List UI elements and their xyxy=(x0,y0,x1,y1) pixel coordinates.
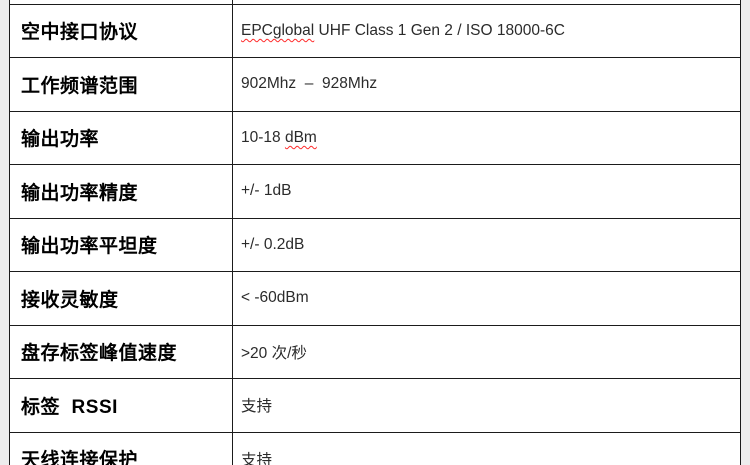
row-label: 输出功率 xyxy=(9,110,233,165)
clipped-cell xyxy=(232,0,741,5)
row-value: +/- 0.2dB xyxy=(232,217,741,272)
value-text: UHF Class 1 Gen 2 / ISO 18000-6C xyxy=(314,21,565,39)
table-row: 输出功率精度 +/- 1dB xyxy=(9,164,741,219)
row-value: 902Mhz – 928Mhz xyxy=(232,57,741,112)
table-row: 接收灵敏度 < -60dBm xyxy=(9,271,741,326)
value-text: +/- 0.2dB xyxy=(241,235,305,253)
value-text: 支持 xyxy=(241,451,273,465)
row-label: 空中接口协议 xyxy=(9,3,233,58)
table-row: 标签 RSSI 支持 xyxy=(9,378,741,433)
value-text: +/- 1dB xyxy=(241,182,292,200)
row-label: 输出功率平坦度 xyxy=(9,217,233,272)
row-label: 工作频谱范围 xyxy=(9,57,233,112)
table-row: 空中接口协议 EPCglobal UHF Class 1 Gen 2 / ISO … xyxy=(9,3,741,58)
row-value: 支持 xyxy=(232,431,741,465)
row-label: 标签 RSSI xyxy=(9,378,233,433)
row-label: 输出功率精度 xyxy=(9,164,233,219)
row-value: >20 次/秒 xyxy=(232,324,741,379)
value-text: 支持 xyxy=(241,398,273,416)
row-label: 接收灵敏度 xyxy=(9,271,233,326)
row-value: EPCglobal UHF Class 1 Gen 2 / ISO 18000-… xyxy=(232,3,741,58)
table-row: 输出功率平坦度 +/- 0.2dB xyxy=(9,217,741,272)
value-text: 902Mhz – 928Mhz xyxy=(241,75,378,93)
value-text: < -60dBm xyxy=(241,289,309,307)
value-text: >20 次/秒 xyxy=(241,344,307,362)
table-row: 盘存标签峰值速度 >20 次/秒 xyxy=(9,324,741,379)
row-value: 10-18 dBm xyxy=(232,110,741,165)
value-text: 10-18 xyxy=(241,128,285,146)
table-row: 输出功率 10-18 dBm xyxy=(9,110,741,165)
spec-table: 空中接口协议 EPCglobal UHF Class 1 Gen 2 / ISO … xyxy=(9,0,741,465)
row-value: 支持 xyxy=(232,378,741,433)
table-row: 天线连接保护 支持 xyxy=(9,431,741,465)
misspelled-text: dBm xyxy=(284,128,317,146)
misspelled-text: EPCglobal xyxy=(241,21,315,39)
row-label: 盘存标签峰值速度 xyxy=(9,324,233,379)
row-label: 天线连接保护 xyxy=(9,431,233,465)
clipped-previous-row xyxy=(9,0,741,5)
spec-table-body: 空中接口协议 EPCglobal UHF Class 1 Gen 2 / ISO … xyxy=(9,0,741,465)
row-value: +/- 1dB xyxy=(232,164,741,219)
table-row: 工作频谱范围 902Mhz – 928Mhz xyxy=(9,57,741,112)
row-value: < -60dBm xyxy=(232,271,741,326)
